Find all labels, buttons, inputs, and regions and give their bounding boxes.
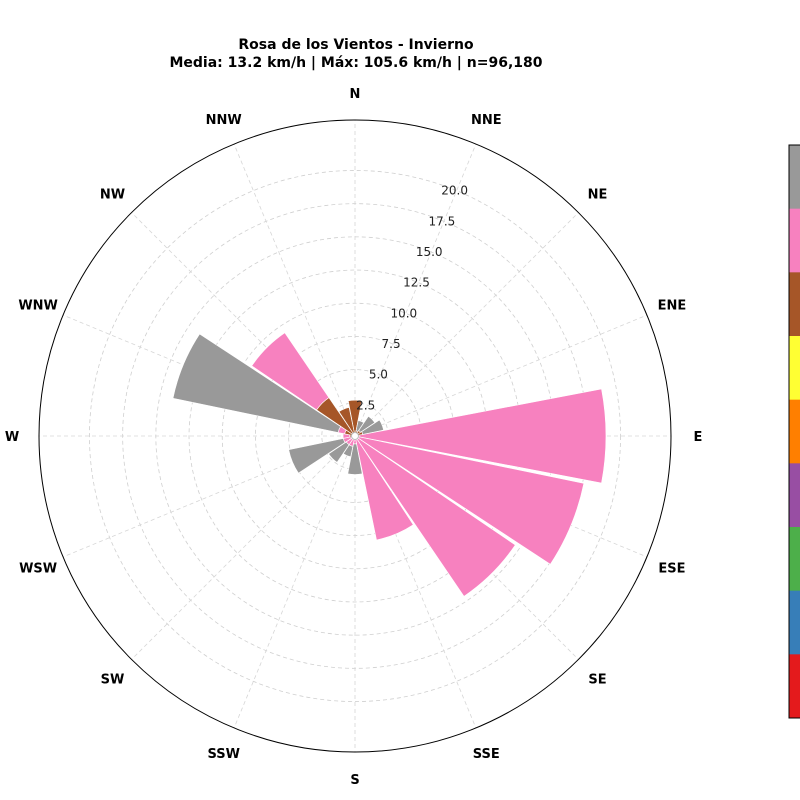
direction-label-e: E — [694, 430, 703, 445]
direction-label-wnw: WNW — [18, 299, 58, 314]
tick-label-0: 2.5 — [356, 398, 375, 412]
direction-label-n: N — [350, 87, 361, 102]
colorbar-segment-5 — [789, 463, 800, 528]
tick-label-3: 10.0 — [390, 306, 417, 320]
wind-bars — [172, 332, 607, 597]
bar-s-series-2 — [347, 443, 363, 475]
colorbar-segment-4 — [789, 399, 800, 464]
direction-label-nne: NNE — [471, 113, 502, 128]
bar-ne-series-2 — [358, 415, 376, 433]
bar-sw-series-2 — [328, 441, 350, 463]
direction-label-ene: ENE — [658, 299, 687, 314]
colorbar-segment-7 — [789, 590, 800, 655]
direction-label-w: W — [5, 430, 19, 445]
chart-title: Rosa de los Vientos - Invierno — [238, 37, 474, 53]
chart-subtitle: Media: 13.2 km/h | Máx: 105.6 km/h | n=9… — [169, 55, 542, 71]
grid-spoke-ssw — [233, 435, 356, 729]
outer-circle — [38, 119, 672, 753]
tick-label-7: 20.0 — [441, 184, 468, 198]
bar-nw-series-1 — [251, 332, 330, 411]
direction-label-nnw: NNW — [206, 113, 242, 128]
bar-ssw-series-2 — [342, 444, 354, 458]
direction-label-ne: NE — [588, 187, 608, 202]
grid-spoke-ne — [354, 212, 579, 437]
direction-label-ssw: SSW — [207, 747, 239, 762]
colorbar-segment-3 — [789, 336, 800, 401]
tick-label-4: 12.5 — [403, 276, 430, 290]
grid-spoke-nne — [354, 143, 477, 437]
direction-label-se: SE — [588, 673, 606, 688]
grid-spoke-nnw — [233, 143, 356, 437]
colorbar-segment-8 — [789, 654, 800, 719]
tick-label-6: 17.5 — [429, 214, 456, 228]
colorbar-segment-1 — [789, 208, 800, 273]
tick-label-5: 15.0 — [416, 245, 443, 259]
colorbar — [788, 144, 800, 719]
direction-label-ese: ESE — [658, 561, 685, 576]
bar-ene-series-2 — [361, 419, 384, 435]
grid-circle-7 — [89, 170, 621, 702]
bar-nnw-series-0 — [338, 407, 356, 437]
direction-label-sse: SSE — [473, 747, 500, 762]
grid-spoke-ene — [354, 314, 648, 437]
bar-n-series-0 — [347, 399, 363, 437]
tick-label-1: 5.0 — [369, 368, 388, 382]
direction-labels: N NNE NE ENE E ESE SE SSE S SSW SW WSW W WNW NW NNW — [5, 87, 703, 788]
bar-wnw-series-2 — [172, 333, 341, 433]
tick-label-2: 7.5 — [382, 337, 401, 351]
colorbar-frame — [788, 144, 800, 719]
direction-label-sw: SW — [101, 673, 125, 688]
colorbar-segment-2 — [789, 272, 800, 337]
colorbar-segment-0 — [789, 145, 800, 210]
colorbar-segment-6 — [789, 527, 800, 592]
direction-label-wsw: WSW — [19, 561, 57, 576]
direction-label-s: S — [350, 773, 359, 788]
bar-wsw-series-2 — [288, 438, 346, 474]
center-marker — [351, 432, 359, 440]
grid-spoke-sw — [131, 435, 356, 660]
direction-label-nw: NW — [100, 187, 125, 202]
radial-tick-labels: 2.5 5.0 7.5 10.0 12.5 15.0 17.5 20.0 — [356, 184, 468, 413]
